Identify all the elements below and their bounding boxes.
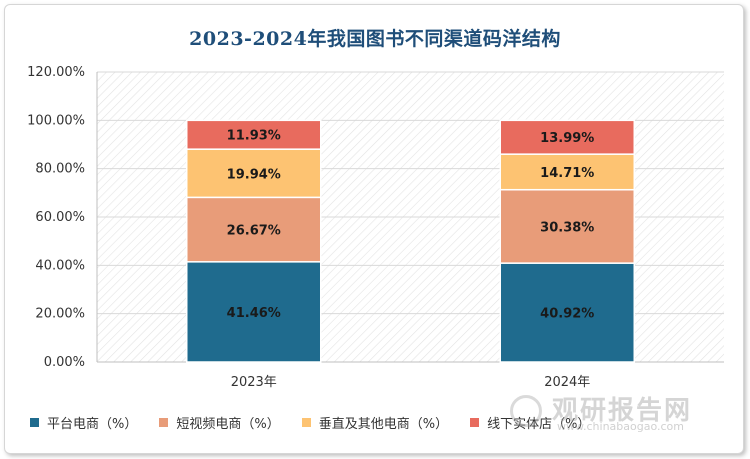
legend-swatch — [301, 417, 311, 427]
legend-swatch — [470, 417, 480, 427]
watermark: 观研报告网 — [551, 396, 692, 426]
legend-swatch — [30, 417, 39, 427]
bar-segment — [499, 119, 635, 155]
data-labels: 41.46% 26.67% 19.94% 11.93% 40.92% 30.38% 14.7… — [227, 129, 595, 322]
y-tick-label: 120.00% — [27, 65, 85, 80]
x-tick-label: 2024年 — [544, 375, 590, 390]
data-label: 11.93% — [227, 129, 281, 144]
chart-title: 2023-2024年我国图书不同渠道码洋结构 — [189, 28, 561, 50]
data-label: 19.94% — [227, 167, 281, 182]
data-label: 30.38% — [540, 220, 594, 235]
bar-segment — [186, 119, 322, 150]
legend-swatch — [159, 417, 169, 427]
y-tick-label: 20.00% — [35, 307, 85, 322]
axes: 0.00% 20.00% 40.00% 60.00% 80.00% 100.00% 120.… — [27, 65, 724, 390]
legend: 平台电商（%） 短视频电商（%） 垂直及其他电商（%） 线下实体店（%） — [30, 412, 612, 432]
y-tick-label: 40.00% — [35, 258, 85, 273]
y-tick-label: 60.00% — [35, 210, 85, 225]
bar-segment — [186, 196, 322, 263]
watermark-logo-icon — [510, 395, 542, 427]
legend-item-vertical: 垂直及其他电商（%） — [301, 413, 449, 432]
data-label: 14.71% — [540, 166, 594, 181]
legend-item-platform: 平台电商（%） — [30, 413, 137, 432]
legend-item-short-video: 短视频电商（%） — [159, 413, 280, 432]
legend-label: 垂直及其他电商（%） — [318, 416, 449, 432]
y-tick-label: 100.00% — [27, 113, 85, 128]
bar-segment — [499, 153, 635, 191]
bar-segment — [186, 261, 322, 363]
legend-label: 平台电商（%） — [47, 416, 138, 432]
y-tick-label: 0.00% — [44, 355, 85, 370]
bar-segment — [499, 188, 635, 264]
y-tick-label: 80.00% — [35, 162, 85, 177]
data-label: 41.46% — [227, 306, 281, 321]
watermark-subtext: www.chinabaogao.com — [557, 420, 684, 433]
data-label: 13.99% — [540, 131, 594, 146]
data-label: 26.67% — [227, 224, 281, 239]
bar-segment — [499, 262, 635, 363]
x-tick-label: 2023年 — [231, 375, 277, 390]
data-label: 40.92% — [540, 307, 594, 322]
legend-label: 短视频电商（%） — [176, 416, 280, 432]
bars — [186, 119, 635, 363]
